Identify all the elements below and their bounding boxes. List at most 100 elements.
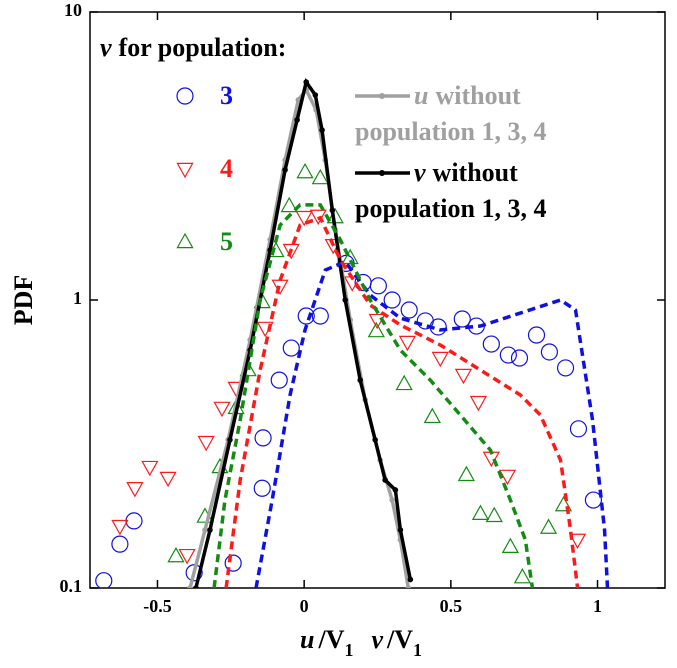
data-point xyxy=(312,92,319,98)
legend-marker xyxy=(176,162,194,179)
data-point xyxy=(185,564,203,582)
data-point xyxy=(311,307,329,325)
model-curve xyxy=(212,203,535,588)
data-point xyxy=(178,548,196,565)
data-point xyxy=(207,527,213,533)
data-point xyxy=(202,527,208,533)
y-tick-label: 0.1 xyxy=(60,576,83,596)
data-point xyxy=(309,209,327,226)
data-point xyxy=(297,307,315,325)
x-axis-label-part: /V xyxy=(386,625,413,654)
data-point xyxy=(167,546,185,563)
x-tick-label: 0 xyxy=(300,596,309,616)
data-point xyxy=(357,377,363,383)
data-point xyxy=(392,487,399,493)
data-point xyxy=(224,554,242,572)
data-point xyxy=(584,491,603,509)
data-point xyxy=(382,477,388,483)
data-point xyxy=(296,162,314,179)
y-axis-label: PDF xyxy=(9,275,38,326)
plot-frame xyxy=(89,11,666,589)
legend-label-part: u xyxy=(414,81,428,110)
y-tick-label: 1 xyxy=(73,288,82,308)
data-point xyxy=(405,585,412,588)
data-point xyxy=(469,395,488,412)
data-point xyxy=(193,585,199,588)
x-tick-label: 0.5 xyxy=(440,596,463,616)
data-point xyxy=(471,504,490,520)
data-point xyxy=(125,512,143,530)
data-point xyxy=(499,346,517,364)
data-point xyxy=(329,207,336,214)
data-point xyxy=(295,97,302,103)
data-point xyxy=(539,518,558,534)
data-point xyxy=(282,167,288,173)
data-point xyxy=(111,535,129,553)
data-point xyxy=(294,117,300,123)
x-axis-label-part: u xyxy=(300,625,314,654)
data-point xyxy=(407,576,414,583)
data-point xyxy=(485,506,503,523)
data-point xyxy=(498,469,517,486)
data-point xyxy=(95,572,113,588)
data-point xyxy=(253,479,271,497)
data-point xyxy=(397,527,404,533)
data-point xyxy=(187,585,193,588)
data-point xyxy=(213,401,231,418)
data-point xyxy=(367,321,385,338)
legend-label: 4 xyxy=(220,154,233,183)
legend-label-part: without xyxy=(435,81,521,110)
data-point xyxy=(342,297,349,303)
data-point xyxy=(295,210,313,227)
data-point xyxy=(423,407,441,424)
y-tick-label: 10 xyxy=(64,0,82,20)
x-axis-label: u/V1 v/V1 xyxy=(300,625,422,660)
x-axis-label-part: 1 xyxy=(344,640,353,660)
data-point xyxy=(372,437,378,443)
data-point xyxy=(540,343,559,361)
data-point xyxy=(556,359,575,377)
data-point xyxy=(197,435,215,452)
data-point xyxy=(554,495,573,512)
legend-marker xyxy=(379,93,385,99)
legend-label: 3 xyxy=(220,81,233,110)
data-point xyxy=(453,310,471,328)
legend-marker xyxy=(379,170,385,176)
data-point xyxy=(482,335,500,353)
data-point xyxy=(398,335,417,352)
plot-area xyxy=(95,77,610,588)
legend-marker xyxy=(176,87,194,105)
data-point xyxy=(569,420,588,438)
legend-title: v for population: xyxy=(100,33,286,62)
legend-label: population 1, 3, 4 xyxy=(355,117,546,146)
x-tick-label: -0.5 xyxy=(143,596,172,616)
data-point xyxy=(141,460,159,477)
data-point xyxy=(319,127,325,133)
legend-label: v without xyxy=(414,158,518,187)
data-point xyxy=(282,243,300,260)
data-point xyxy=(254,429,272,447)
legend-label-part: without xyxy=(433,158,519,187)
data-point xyxy=(159,471,177,488)
data-point xyxy=(111,519,129,536)
data-point xyxy=(457,465,476,482)
data-point xyxy=(126,482,144,498)
model-curve xyxy=(254,259,610,588)
data-point xyxy=(270,371,288,389)
legend-marker xyxy=(176,232,194,249)
data-point xyxy=(431,351,449,368)
data-point xyxy=(501,537,520,554)
data-point xyxy=(510,349,529,367)
x-axis-label-part: /V xyxy=(317,625,344,654)
x-tick-label: 1 xyxy=(593,596,602,616)
legend-label-part: v xyxy=(414,158,426,187)
legend-label: u without xyxy=(414,81,521,110)
data-point xyxy=(303,79,310,85)
data-point xyxy=(282,339,300,357)
legend-title-part: for population: xyxy=(119,33,287,62)
legend-label: population 1, 3, 4 xyxy=(355,194,546,223)
data-point xyxy=(280,196,298,213)
x-axis-label-part: 1 xyxy=(413,640,422,660)
data-point xyxy=(568,533,587,550)
